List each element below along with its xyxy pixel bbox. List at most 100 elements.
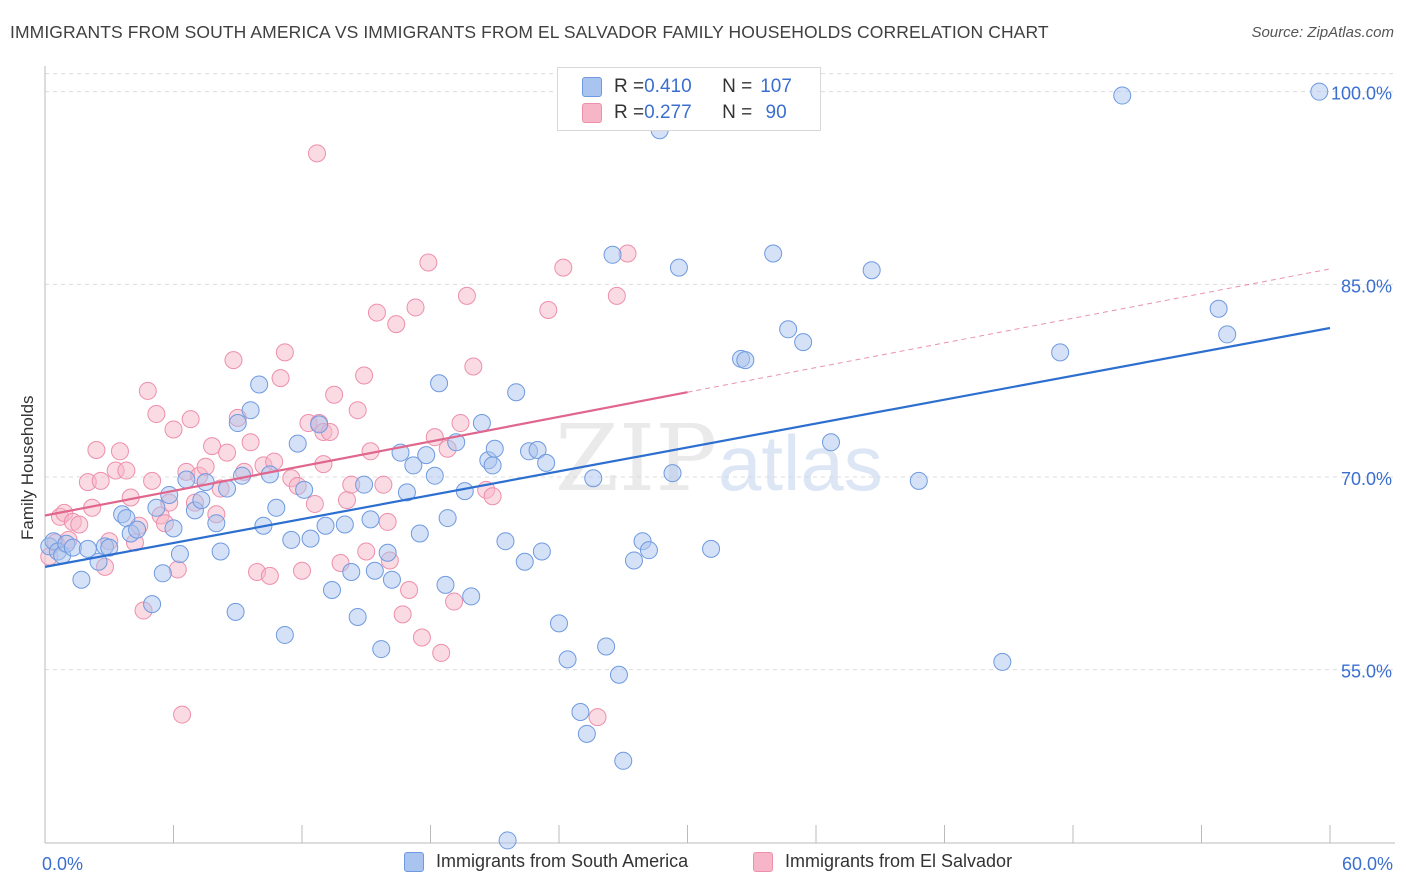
data-point-south-america [584,469,603,488]
data-point-el-salvador [70,515,89,534]
data-point-el-salvador [393,605,412,624]
data-point-south-america [196,473,215,492]
data-point-el-salvador [412,628,431,647]
data-point-south-america [528,441,547,460]
data-point-el-salvador [203,437,222,456]
data-point-south-america [425,466,444,485]
y-tick-label: 55.0% [1341,662,1392,682]
data-point-south-america [779,320,798,339]
legend-row-south-america: R = 0.410 N = 107 [582,75,792,99]
data-point-south-america [485,439,504,458]
series-legend: Immigrants from South America Immigrants… [0,851,1406,877]
data-point-el-salvador [241,433,260,452]
data-point-el-salvador [357,542,376,561]
data-point-el-salvador [607,286,626,305]
data-point-el-salvador [457,286,476,305]
data-point-south-america [170,545,189,564]
data-point-el-salvador [164,420,183,439]
series-south-america-points [40,82,1329,850]
gridlines [45,73,1395,671]
data-point-el-salvador [588,708,607,727]
data-point-el-salvador [305,494,324,513]
data-point-el-salvador [91,471,110,490]
data-point-south-america [862,261,881,280]
data-point-south-america [361,510,380,529]
legend-r-label: R = [614,102,645,123]
data-point-el-salvador [355,366,374,385]
data-point-south-america [78,539,97,558]
data-point-south-america [295,480,314,499]
data-point-el-salvador [275,343,294,362]
data-point-south-america [226,602,245,621]
data-point-el-salvador [147,405,166,424]
data-point-south-america [316,516,335,535]
legend-swatch-pink [753,851,773,872]
data-point-el-salvador [367,303,386,322]
data-point-el-salvador [554,258,573,277]
data-point-south-america [430,374,449,393]
data-point-south-america [571,703,590,722]
data-point-el-salvador [483,487,502,506]
trend-line-el-salvador [44,391,688,517]
data-point-el-salvador [432,643,451,662]
data-point-south-america [282,530,301,549]
data-point-south-america [335,515,354,534]
source-label: Source: ZipAtlas.com [1251,24,1394,41]
data-point-south-america [404,456,423,475]
data-point-el-salvador [337,491,356,510]
data-point-south-america [177,470,196,489]
data-point-south-america [250,375,269,394]
data-point-south-america [410,524,429,543]
data-point-south-america [378,543,397,562]
data-point-south-america [993,652,1012,671]
legend-n-label: N = [722,76,753,97]
data-point-south-america [639,541,658,560]
data-point-south-america [794,333,813,352]
legend-label-el-salvador: Immigrants from El Salvador [785,851,1013,871]
legend-n-value: 107 [760,76,792,97]
data-point-south-america [537,453,556,472]
data-point-south-america [764,244,783,263]
data-point-south-america [603,245,622,264]
legend-r-label: R = [614,76,645,97]
legend-n-value: 90 [760,102,787,123]
data-point-south-america [128,520,147,539]
data-point-el-salvador [87,441,106,460]
data-point-south-america [1209,299,1228,318]
legend-label-south-america: Immigrants from South America [436,851,689,871]
data-point-south-america [496,532,515,551]
data-point-south-america [909,471,928,490]
data-point-south-america [342,563,361,582]
data-point-south-america [164,519,183,538]
data-point-south-america [462,587,481,606]
data-point-south-america [472,414,491,433]
data-point-south-america [100,538,119,557]
data-point-south-america [609,665,628,684]
data-point-el-salvador [451,414,470,433]
data-point-el-salvador [260,566,279,585]
data-point-south-america [348,607,367,626]
chart-title: IMMIGRANTS FROM SOUTH AMERICA VS IMMIGRA… [10,22,1049,42]
data-point-south-america [267,498,286,517]
data-point-el-salvador [464,357,483,376]
data-point-south-america [72,570,91,589]
data-point-el-salvador [378,512,397,531]
tick-labels: 55.0% 70.0% 85.0% 100.0% 0.0% 60.0% [42,84,1393,874]
data-point-south-america [455,482,474,501]
data-point-south-america [417,446,436,465]
data-point-el-salvador [618,244,637,263]
data-point-south-america [211,542,230,561]
data-point-el-salvador [218,443,237,462]
data-point-south-america [372,640,391,659]
data-point-south-america [736,351,755,370]
data-point-south-america [288,434,307,453]
data-point-el-salvador [374,475,393,494]
data-point-el-salvador [143,471,162,490]
data-point-south-america [160,485,179,504]
data-point-south-america [143,595,162,614]
data-point-south-america [1310,82,1329,101]
data-point-south-america [436,575,455,594]
data-point-south-america [365,561,384,580]
data-point-el-salvador [117,461,136,480]
data-point-el-salvador [307,144,326,163]
